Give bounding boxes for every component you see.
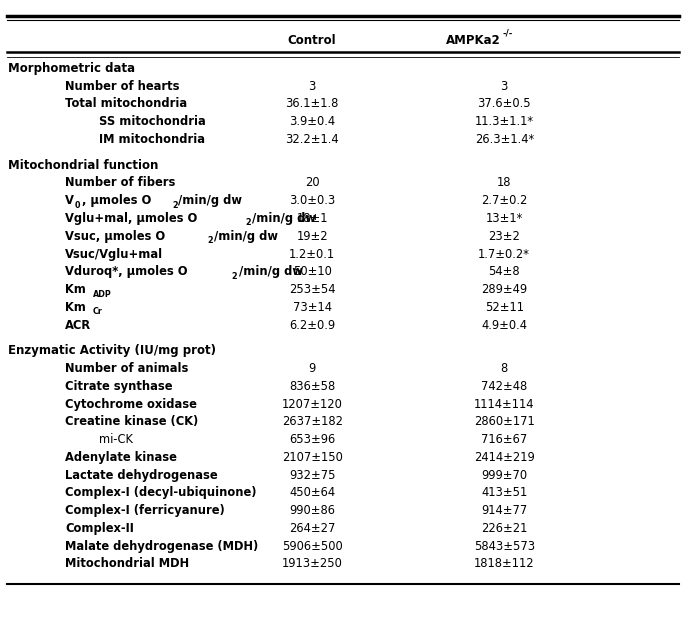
Text: 6.2±0.9: 6.2±0.9 (289, 319, 335, 332)
Text: Mitochondrial MDH: Mitochondrial MDH (65, 557, 189, 571)
Text: 2637±182: 2637±182 (282, 415, 342, 428)
Text: Km: Km (65, 283, 86, 296)
Text: Creatine kinase (CK): Creatine kinase (CK) (65, 415, 198, 428)
Text: 23±2: 23±2 (488, 230, 520, 243)
Text: , μmoles O: , μmoles O (82, 194, 151, 207)
Text: Lactate dehydrogenase: Lactate dehydrogenase (65, 468, 217, 482)
Text: 836±58: 836±58 (289, 380, 335, 393)
Text: 226±21: 226±21 (481, 522, 528, 535)
Text: Complex-I (ferricyanure): Complex-I (ferricyanure) (65, 504, 225, 517)
Text: 2: 2 (172, 201, 178, 210)
Text: 52±11: 52±11 (485, 301, 523, 314)
Text: 36.1±1.8: 36.1±1.8 (285, 97, 339, 111)
Text: 999±70: 999±70 (481, 468, 528, 482)
Text: 2: 2 (207, 236, 213, 245)
Text: Cytochrome oxidase: Cytochrome oxidase (65, 397, 197, 411)
Text: 990±86: 990±86 (289, 504, 335, 517)
Text: ACR: ACR (65, 319, 91, 332)
Text: Vduroq*, μmoles O: Vduroq*, μmoles O (65, 265, 188, 278)
Text: Complex-I (decyl-ubiquinone): Complex-I (decyl-ubiquinone) (65, 486, 257, 500)
Text: 4.9±0.4: 4.9±0.4 (481, 319, 528, 332)
Text: Vglu+mal, μmoles O: Vglu+mal, μmoles O (65, 212, 198, 225)
Text: 37.6±0.5: 37.6±0.5 (477, 97, 531, 111)
Text: 0: 0 (75, 201, 80, 210)
Text: /min/g dw: /min/g dw (214, 230, 278, 243)
Text: 413±51: 413±51 (481, 486, 528, 500)
Text: 289±49: 289±49 (481, 283, 528, 296)
Text: /min/g dw: /min/g dw (252, 212, 316, 225)
Text: 450±64: 450±64 (289, 486, 335, 500)
Text: 1114±114: 1114±114 (474, 397, 534, 411)
Text: Vsuc, μmoles O: Vsuc, μmoles O (65, 230, 165, 243)
Text: 5906±500: 5906±500 (282, 540, 342, 553)
Text: V: V (65, 194, 74, 207)
Text: 5843±573: 5843±573 (473, 540, 535, 553)
Text: 9: 9 (309, 362, 316, 375)
Text: 26.3±1.4*: 26.3±1.4* (475, 133, 534, 146)
Text: Vsuc/Vglu+mal: Vsuc/Vglu+mal (65, 247, 163, 261)
Text: Number of fibers: Number of fibers (65, 176, 176, 189)
Text: -/-: -/- (502, 28, 512, 37)
Text: AMPKa2: AMPKa2 (446, 34, 501, 47)
Text: 2: 2 (232, 272, 237, 281)
Text: 3.0±0.3: 3.0±0.3 (289, 194, 335, 207)
Text: 2107±150: 2107±150 (282, 451, 342, 464)
Text: Adenylate kinase: Adenylate kinase (65, 451, 177, 464)
Text: Km: Km (65, 301, 86, 314)
Text: 11.3±1.1*: 11.3±1.1* (475, 115, 534, 128)
Text: 1.2±0.1: 1.2±0.1 (289, 247, 335, 261)
Text: 1.7±0.2*: 1.7±0.2* (478, 247, 530, 261)
Text: 1207±120: 1207±120 (282, 397, 342, 411)
Text: 914±77: 914±77 (481, 504, 528, 517)
Text: 716±67: 716±67 (481, 433, 528, 446)
Text: Morphometric data: Morphometric data (8, 62, 135, 75)
Text: Enzymatic Activity (IU/mg prot): Enzymatic Activity (IU/mg prot) (8, 344, 216, 357)
Text: Complex-II: Complex-II (65, 522, 134, 535)
Text: 1913±250: 1913±250 (282, 557, 342, 571)
Text: Control: Control (288, 34, 336, 47)
Text: Cr: Cr (93, 307, 102, 316)
Text: 2: 2 (245, 219, 250, 227)
Text: 3: 3 (309, 80, 316, 93)
Text: 653±96: 653±96 (289, 433, 335, 446)
Text: 8: 8 (501, 362, 508, 375)
Text: 18: 18 (497, 176, 512, 189)
Text: 932±75: 932±75 (289, 468, 335, 482)
Text: 50±10: 50±10 (293, 265, 331, 278)
Text: Total mitochondria: Total mitochondria (65, 97, 187, 111)
Text: 18±1: 18±1 (296, 212, 328, 225)
Text: 742±48: 742±48 (481, 380, 528, 393)
Text: 3: 3 (501, 80, 508, 93)
Text: 13±1*: 13±1* (486, 212, 523, 225)
Text: 32.2±1.4: 32.2±1.4 (285, 133, 339, 146)
Text: ADP: ADP (93, 289, 111, 298)
Text: 54±8: 54±8 (488, 265, 520, 278)
Text: 2.7±0.2: 2.7±0.2 (481, 194, 528, 207)
Text: Number of animals: Number of animals (65, 362, 189, 375)
Text: 73±14: 73±14 (293, 301, 331, 314)
Text: mi-CK: mi-CK (99, 433, 134, 446)
Text: SS mitochondria: SS mitochondria (99, 115, 206, 128)
Text: Malate dehydrogenase (MDH): Malate dehydrogenase (MDH) (65, 540, 259, 553)
Text: Citrate synthase: Citrate synthase (65, 380, 173, 393)
Text: 2860±171: 2860±171 (474, 415, 534, 428)
Text: 3.9±0.4: 3.9±0.4 (289, 115, 335, 128)
Text: 2414±219: 2414±219 (474, 451, 534, 464)
Text: Mitochondrial function: Mitochondrial function (8, 158, 158, 172)
Text: 253±54: 253±54 (289, 283, 335, 296)
Text: 19±2: 19±2 (296, 230, 328, 243)
Text: 264±27: 264±27 (289, 522, 335, 535)
Text: Number of hearts: Number of hearts (65, 80, 180, 93)
Text: /min/g dw: /min/g dw (178, 194, 242, 207)
Text: 1818±112: 1818±112 (474, 557, 534, 571)
Text: IM mitochondria: IM mitochondria (99, 133, 206, 146)
Text: /min/g dw: /min/g dw (239, 265, 303, 278)
Text: 20: 20 (305, 176, 320, 189)
